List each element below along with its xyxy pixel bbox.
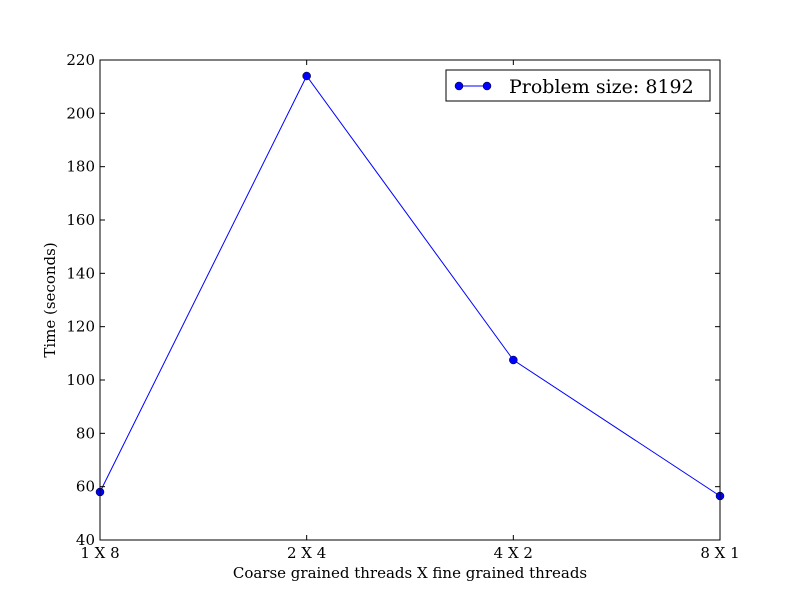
y-tick-label: 60 xyxy=(76,478,95,496)
data-point xyxy=(509,355,518,365)
x-tick-label: 2 X 4 xyxy=(287,544,326,562)
y-tick-label: 200 xyxy=(66,104,95,122)
y-tick-label: 100 xyxy=(66,371,95,389)
x-tick-label: 4 X 2 xyxy=(494,544,533,562)
series-line xyxy=(99,75,721,497)
y-tick-label: 140 xyxy=(66,264,95,282)
y-tick-label: 180 xyxy=(66,158,95,176)
ticks-layer: 40 60 80 100 120 140 160 180 200 220 1 X 8 2 X 4 4 X… xyxy=(66,51,739,562)
y-tick-label: 40 xyxy=(76,531,95,549)
legend: Problem size: 8192 xyxy=(445,69,711,102)
series-layer xyxy=(95,71,725,501)
y-axis-label: Time (seconds) xyxy=(41,242,59,357)
legend-series-label: Problem size: 8192 xyxy=(509,76,694,98)
y-tick-label: 80 xyxy=(76,424,95,442)
y-tick-label: 160 xyxy=(66,211,95,229)
legend-marker-left xyxy=(454,81,464,91)
y-tick-label: 120 xyxy=(66,318,95,336)
plot-area xyxy=(100,60,720,540)
legend-marker-right xyxy=(482,81,492,91)
x-axis-label: Coarse grained threads X fine grained th… xyxy=(233,564,587,582)
x-tick-label: 1 X 8 xyxy=(80,544,119,562)
data-point xyxy=(302,71,311,81)
y-tick-label: 220 xyxy=(66,51,95,69)
plot-frame xyxy=(99,59,721,541)
x-tick-label: 8 X 1 xyxy=(700,544,739,562)
